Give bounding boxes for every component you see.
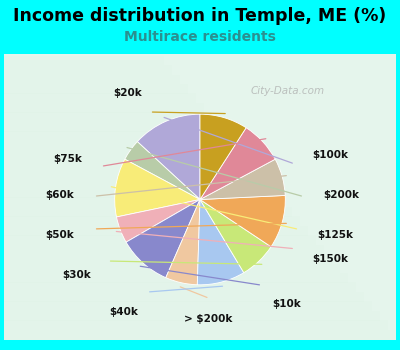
Text: $150k: $150k (313, 254, 349, 264)
Text: $75k: $75k (53, 154, 82, 163)
Wedge shape (126, 199, 200, 278)
Text: > $200k: > $200k (184, 314, 233, 324)
Wedge shape (200, 159, 285, 199)
Wedge shape (166, 199, 200, 285)
Text: City-Data.com: City-Data.com (251, 86, 325, 96)
Text: $60k: $60k (45, 190, 74, 200)
Text: $10k: $10k (272, 299, 301, 309)
Text: $30k: $30k (62, 270, 91, 280)
Wedge shape (200, 199, 271, 273)
Text: $50k: $50k (45, 230, 74, 240)
Wedge shape (125, 142, 200, 199)
Text: $20k: $20k (113, 88, 142, 98)
Text: Income distribution in Temple, ME (%): Income distribution in Temple, ME (%) (13, 7, 387, 25)
Text: Multirace residents: Multirace residents (124, 30, 276, 44)
Wedge shape (115, 159, 200, 217)
Wedge shape (137, 114, 200, 200)
Wedge shape (200, 195, 285, 247)
Text: $40k: $40k (110, 307, 138, 317)
Text: $125k: $125k (318, 230, 354, 240)
Wedge shape (116, 199, 200, 242)
Text: $200k: $200k (324, 190, 360, 200)
Wedge shape (200, 128, 275, 200)
FancyBboxPatch shape (4, 54, 396, 340)
Wedge shape (200, 114, 246, 200)
Text: $100k: $100k (313, 150, 349, 160)
Wedge shape (197, 199, 244, 285)
